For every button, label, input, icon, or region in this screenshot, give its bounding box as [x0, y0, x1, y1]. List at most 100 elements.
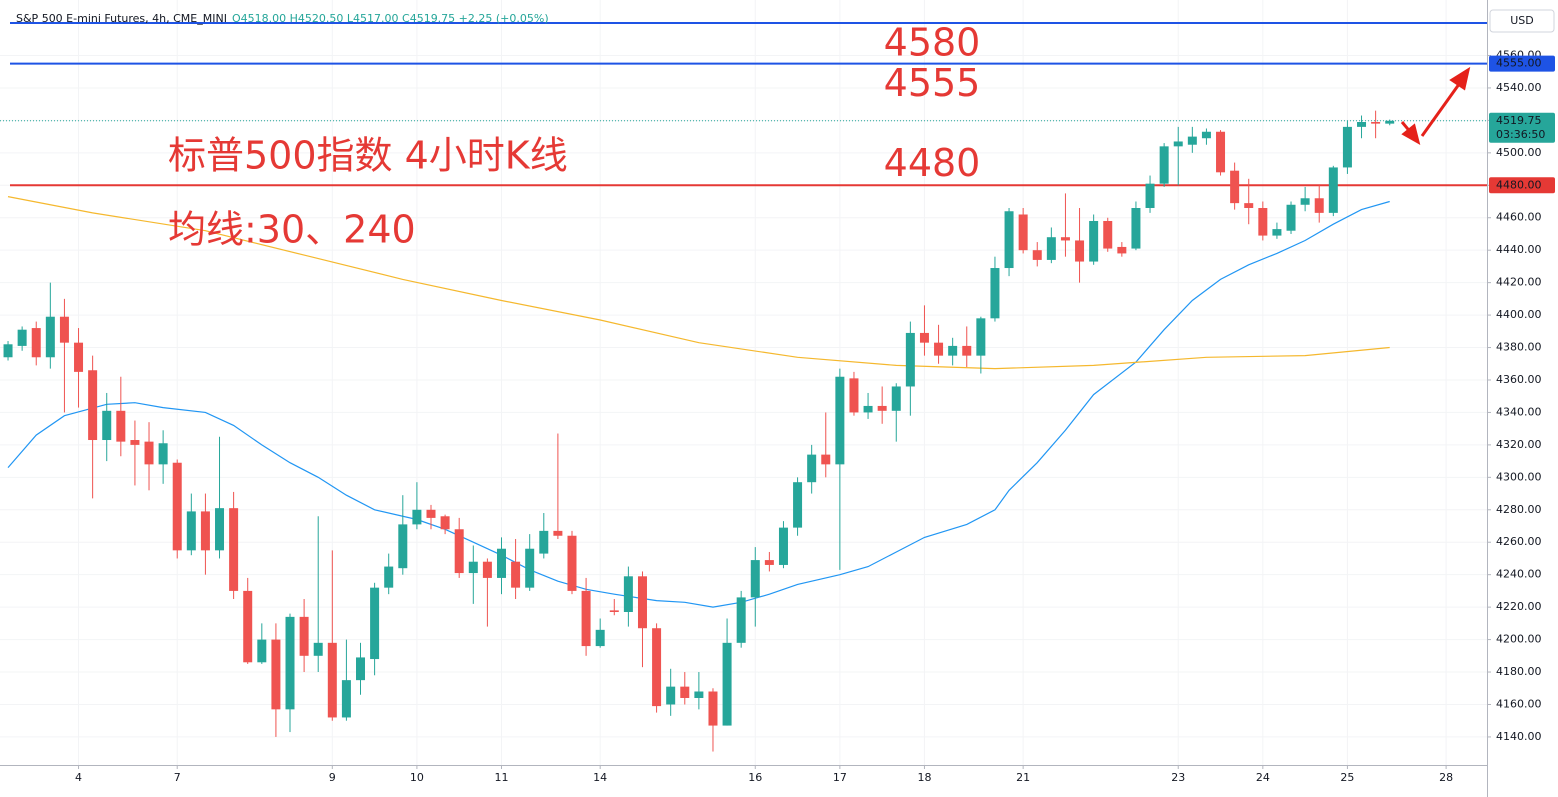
candle-body [1075, 240, 1085, 262]
candle-body [905, 332, 915, 387]
candle-body [863, 405, 873, 413]
x-tick-label: 17 [833, 771, 847, 784]
candle-body [299, 616, 309, 656]
x-tick-label: 7 [174, 771, 181, 784]
x-tick-label: 9 [329, 771, 336, 784]
x-tick-label: 24 [1256, 771, 1270, 784]
candle-body [130, 440, 140, 445]
candle-body [722, 642, 732, 726]
arrow-head [1449, 66, 1471, 91]
currency-box[interactable] [1489, 9, 1555, 33]
candle-body [1201, 131, 1211, 139]
candle-body [595, 629, 605, 647]
candle-body [59, 316, 69, 343]
candle-body [1258, 208, 1268, 236]
y-tick-label: 4400.00 [1496, 308, 1542, 321]
x-tick-label: 4 [75, 771, 82, 784]
candle-body [919, 332, 929, 343]
candle-body [1018, 214, 1028, 251]
candle-body [525, 548, 535, 588]
y-tick-label: 4440.00 [1496, 243, 1542, 256]
candle-body [45, 316, 55, 358]
arrows [1400, 66, 1471, 146]
candle-body [1244, 203, 1254, 209]
annotation-ma: 均线:30、240 [168, 208, 416, 252]
candle-body [116, 410, 126, 442]
arrow-up [1420, 79, 1464, 137]
candle-body [849, 378, 859, 413]
candle-body [567, 535, 577, 591]
x-tick-label: 21 [1016, 771, 1030, 784]
annotation-title: 标普500指数 4小时K线 [168, 134, 568, 178]
candle-body [1216, 131, 1226, 173]
candle-body [74, 342, 84, 372]
candle-body [708, 691, 718, 726]
candle-body [454, 529, 464, 574]
candle-body [553, 530, 563, 536]
candle-body [1032, 250, 1042, 260]
currency-label[interactable]: USD [1510, 14, 1534, 27]
candle-body [1314, 198, 1324, 213]
x-tick-label: 11 [494, 771, 508, 784]
candle-body [511, 561, 521, 588]
candle-body [186, 511, 196, 551]
candle-body [102, 410, 112, 441]
candle-body [257, 639, 267, 663]
candle-body [539, 530, 549, 554]
candle-body [1145, 183, 1155, 209]
candle-body [1300, 198, 1310, 205]
level-label: 4580 [884, 21, 981, 65]
candle-body [835, 376, 845, 465]
candle-body [750, 560, 760, 598]
price-label: 4555.00 [1496, 57, 1542, 70]
candle-body [172, 462, 182, 551]
candle-body [1272, 229, 1282, 236]
candle-body [313, 642, 323, 656]
y-tick-label: 4240.00 [1496, 568, 1542, 581]
candle-body [680, 686, 690, 698]
candle-body [1089, 220, 1099, 262]
candle-body [1357, 122, 1367, 127]
candle-body [962, 345, 972, 356]
candle-body [736, 597, 746, 643]
candle-body [384, 566, 394, 588]
candle-body [1004, 211, 1014, 269]
candle-body [652, 628, 662, 707]
candle-body [412, 509, 422, 525]
last-price-box [1489, 112, 1555, 143]
level-label: 4480 [884, 141, 981, 185]
candle-body [370, 587, 380, 660]
x-tick-label: 10 [410, 771, 424, 784]
x-tick-label: 25 [1340, 771, 1354, 784]
candle-body [482, 561, 492, 578]
y-tick-label: 4260.00 [1496, 535, 1542, 548]
candle-body [229, 508, 239, 591]
candle-body [1131, 208, 1141, 249]
y-tick-label: 4460.00 [1496, 211, 1542, 224]
y-tick-label: 4280.00 [1496, 503, 1542, 516]
candle-body [440, 516, 450, 530]
candle-body [1060, 237, 1070, 241]
y-tick-label: 4180.00 [1496, 665, 1542, 678]
level-label: 4555 [884, 61, 981, 105]
candle-body [976, 318, 986, 356]
candle-body [356, 657, 366, 681]
candle-body [1187, 136, 1197, 145]
axes: 4140.00 4160.00 4180.00 4200.00 4220.00 4240.… [75, 48, 1555, 784]
moving-average [7, 196, 1390, 370]
candle-body [891, 386, 901, 411]
candle-body [398, 524, 408, 569]
candle-body [948, 345, 958, 356]
candle-body [285, 616, 295, 710]
candle-body [609, 610, 619, 612]
y-tick-label: 4160.00 [1496, 697, 1542, 710]
y-tick-label: 4200.00 [1496, 633, 1542, 646]
candle-body [341, 680, 351, 718]
candle-body [1342, 126, 1352, 168]
candle-body [1046, 237, 1056, 260]
candle-body [637, 576, 647, 629]
candle-body [496, 548, 506, 578]
candle-body [327, 642, 337, 718]
y-tick-label: 4540.00 [1496, 81, 1542, 94]
